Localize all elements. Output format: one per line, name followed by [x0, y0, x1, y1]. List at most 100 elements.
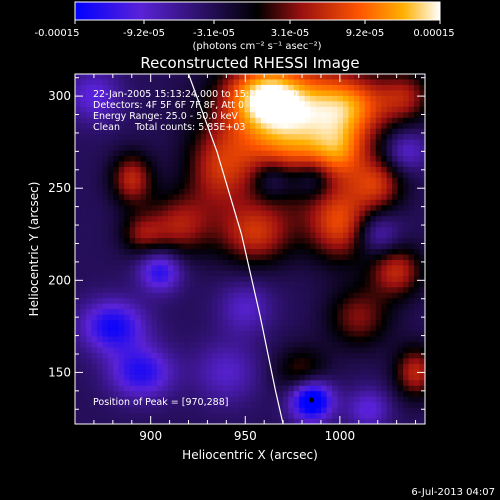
heatmap-cell [239, 79, 246, 86]
heatmap-cell [173, 145, 180, 152]
heatmap-cell [102, 74, 109, 81]
heatmap-cell [167, 292, 175, 299]
heatmap-cell [260, 90, 268, 97]
heatmap-cell [206, 183, 213, 190]
heatmap-cell [96, 358, 103, 365]
heatmap-cell [206, 265, 213, 272]
heatmap-cell [337, 205, 344, 212]
heatmap-cell [124, 106, 131, 113]
heatmap-cell [282, 243, 289, 250]
heatmap-cell [381, 117, 388, 124]
heatmap-cell [107, 216, 114, 223]
heatmap-cell [222, 128, 229, 135]
heatmap-cell [260, 249, 268, 256]
heatmap-cell [315, 188, 322, 195]
heatmap-cell [353, 221, 360, 228]
heatmap-cell [414, 347, 421, 354]
heatmap-cell [315, 325, 322, 332]
heatmap-cell [239, 139, 246, 146]
heatmap-cell [102, 134, 109, 141]
heatmap-cell [222, 238, 229, 245]
heatmap-cell [195, 101, 202, 108]
heatmap-cell [200, 341, 207, 349]
heatmap-cell [266, 95, 273, 102]
heatmap-cell [118, 276, 125, 283]
heatmap-cell [211, 221, 218, 228]
heatmap-cell [255, 172, 262, 179]
heatmap-cell [315, 276, 322, 283]
heatmap-cell [326, 358, 333, 365]
heatmap-cell [211, 238, 218, 245]
heatmap-cell [419, 106, 425, 113]
heatmap-cell [167, 380, 175, 387]
heatmap-cell [370, 74, 377, 81]
heatmap-cell [342, 205, 350, 212]
heatmap-cell [260, 287, 268, 294]
heatmap-cell [353, 74, 360, 81]
heatmap-cell [206, 232, 213, 239]
heatmap-cell [107, 101, 114, 108]
heatmap-cell [75, 106, 82, 113]
heatmap-cell [353, 396, 360, 403]
heatmap-cell [414, 385, 421, 392]
heatmap-cell [419, 150, 425, 157]
heatmap-cell [244, 199, 251, 206]
heatmap-cell [80, 358, 87, 365]
heatmap-cell [370, 95, 377, 102]
heatmap-cell [321, 281, 328, 288]
heatmap-cell [386, 347, 393, 354]
heatmap-cell [200, 150, 207, 157]
heatmap-cell [375, 292, 382, 299]
heatmap-cell [364, 205, 371, 212]
heatmap-cell [348, 101, 355, 108]
heatmap-cell [282, 336, 289, 343]
heatmap-cell [195, 336, 202, 343]
heatmap-cell [255, 281, 262, 288]
heatmap-cell [189, 407, 196, 414]
heatmap-cell [299, 385, 306, 392]
heatmap-cell [206, 172, 213, 179]
heatmap-cell [397, 259, 404, 267]
heatmap-cell [260, 314, 268, 321]
heatmap-cell [353, 112, 360, 119]
heatmap-cell [135, 281, 142, 288]
heatmap-cell [255, 292, 262, 299]
heatmap-cell [315, 112, 322, 119]
heatmap-cell [353, 106, 360, 113]
heatmap-cell [277, 117, 284, 124]
heatmap-cell [173, 331, 180, 338]
heatmap-cell [375, 341, 382, 349]
heatmap-cell [375, 205, 382, 212]
heatmap-cell [277, 320, 284, 327]
heatmap-cell [282, 303, 289, 310]
heatmap-cell [353, 303, 360, 310]
heatmap-cell [250, 90, 257, 97]
heatmap-cell [392, 276, 399, 283]
heatmap-cell [321, 216, 328, 223]
heatmap-cell [271, 396, 278, 403]
heatmap-cell [342, 374, 350, 381]
heatmap-cell [162, 134, 169, 141]
heatmap-cell [124, 74, 131, 81]
heatmap-cell [184, 402, 191, 409]
heatmap-cell [173, 407, 180, 414]
heatmap-cell [255, 106, 262, 113]
heatmap-cell [375, 287, 382, 294]
heatmap-cell [129, 177, 136, 184]
heatmap-cell [195, 74, 202, 81]
heatmap-cell [162, 216, 169, 223]
heatmap-cell [80, 139, 87, 146]
heatmap-cell [96, 216, 103, 223]
heatmap-cell [381, 336, 388, 343]
heatmap-cell [80, 128, 87, 135]
heatmap-cell [277, 243, 284, 250]
heatmap-cell [211, 325, 218, 332]
heatmap-cell [151, 413, 158, 420]
heatmap-cell [75, 309, 82, 316]
heatmap-cell [85, 352, 93, 359]
heatmap-cell [157, 150, 164, 157]
heatmap-cell [375, 369, 382, 376]
heatmap-cell [282, 374, 289, 381]
heatmap-cell [359, 374, 366, 381]
heatmap-cell [304, 232, 311, 239]
